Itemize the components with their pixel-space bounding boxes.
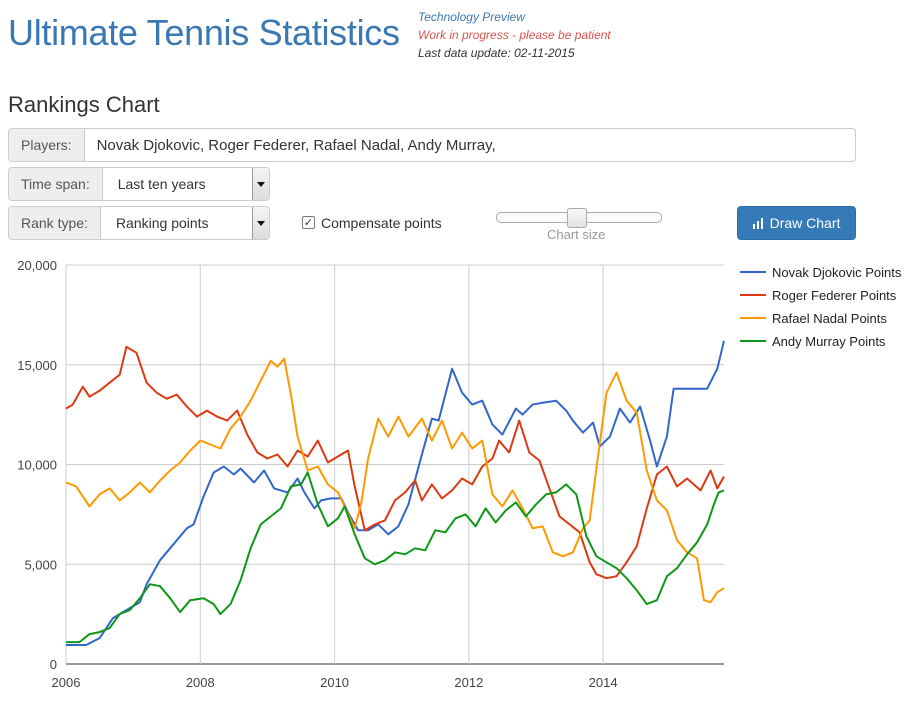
legend-label: Novak Djokovic Points <box>772 265 902 280</box>
ranktype-label: Rank type: <box>9 207 101 239</box>
y-tick-label: 5,000 <box>24 557 57 572</box>
x-tick-label: 2010 <box>320 675 349 690</box>
series-line <box>66 340 725 646</box>
work-in-progress-note: Work in progress - please be patient <box>418 28 611 42</box>
dropdown-arrow-icon[interactable] <box>252 207 269 239</box>
timespan-label: Time span: <box>9 168 103 200</box>
compensate-points-checkbox[interactable]: ✓ <box>302 216 315 229</box>
draw-chart-label: Draw Chart <box>769 215 841 231</box>
technology-preview-note: Technology Preview <box>418 10 525 24</box>
timespan-select[interactable]: Last ten years <box>103 168 269 200</box>
timespan-group: Time span: Last ten years <box>8 167 270 201</box>
compensate-points-label[interactable]: Compensate points <box>321 215 442 231</box>
ranktype-value: Ranking points <box>115 215 209 231</box>
x-tick-label: 2008 <box>186 675 215 690</box>
players-input[interactable]: Novak Djokovic, Roger Federer, Rafael Na… <box>96 136 496 154</box>
players-input-group: Players: Novak Djokovic, Roger Federer, … <box>8 128 856 162</box>
dropdown-arrow-icon[interactable] <box>252 168 269 200</box>
ranktype-select[interactable]: Ranking points <box>101 207 269 239</box>
players-label: Players: <box>9 129 85 161</box>
y-tick-label: 20,000 <box>17 258 57 273</box>
site-title[interactable]: Ultimate Tennis Statistics <box>8 12 400 53</box>
ranktype-group: Rank type: Ranking points <box>8 206 270 240</box>
series-line <box>66 471 725 644</box>
rankings-chart: 0 5,000 10,000 15,000 20,000 2006 2008 2010 2012… <box>17 258 902 690</box>
y-tick-label: 15,000 <box>17 358 57 373</box>
y-tick-label: 0 <box>50 657 57 672</box>
timespan-value: Last ten years <box>117 176 206 192</box>
x-tick-label: 2012 <box>454 675 483 690</box>
legend-label: Andy Murray Points <box>772 334 886 349</box>
series-line <box>65 345 725 580</box>
x-tick-label: 2014 <box>589 675 618 690</box>
chart-size-slider-handle[interactable] <box>567 208 587 228</box>
page-title: Rankings Chart <box>8 92 160 117</box>
legend-label: Roger Federer Points <box>772 288 897 303</box>
x-tick-label: 2006 <box>52 675 81 690</box>
chart-size-label: Chart size <box>547 227 606 242</box>
draw-chart-button[interactable]: Draw Chart <box>737 206 856 240</box>
site-notes: Technology Preview Work in progress - pl… <box>418 8 611 62</box>
bar-chart-icon <box>752 217 763 229</box>
legend-label: Rafael Nadal Points <box>772 311 887 326</box>
y-tick-label: 10,000 <box>17 458 57 473</box>
series-line <box>65 357 725 604</box>
last-update-note: Last data update: 02-11-2015 <box>418 46 575 60</box>
